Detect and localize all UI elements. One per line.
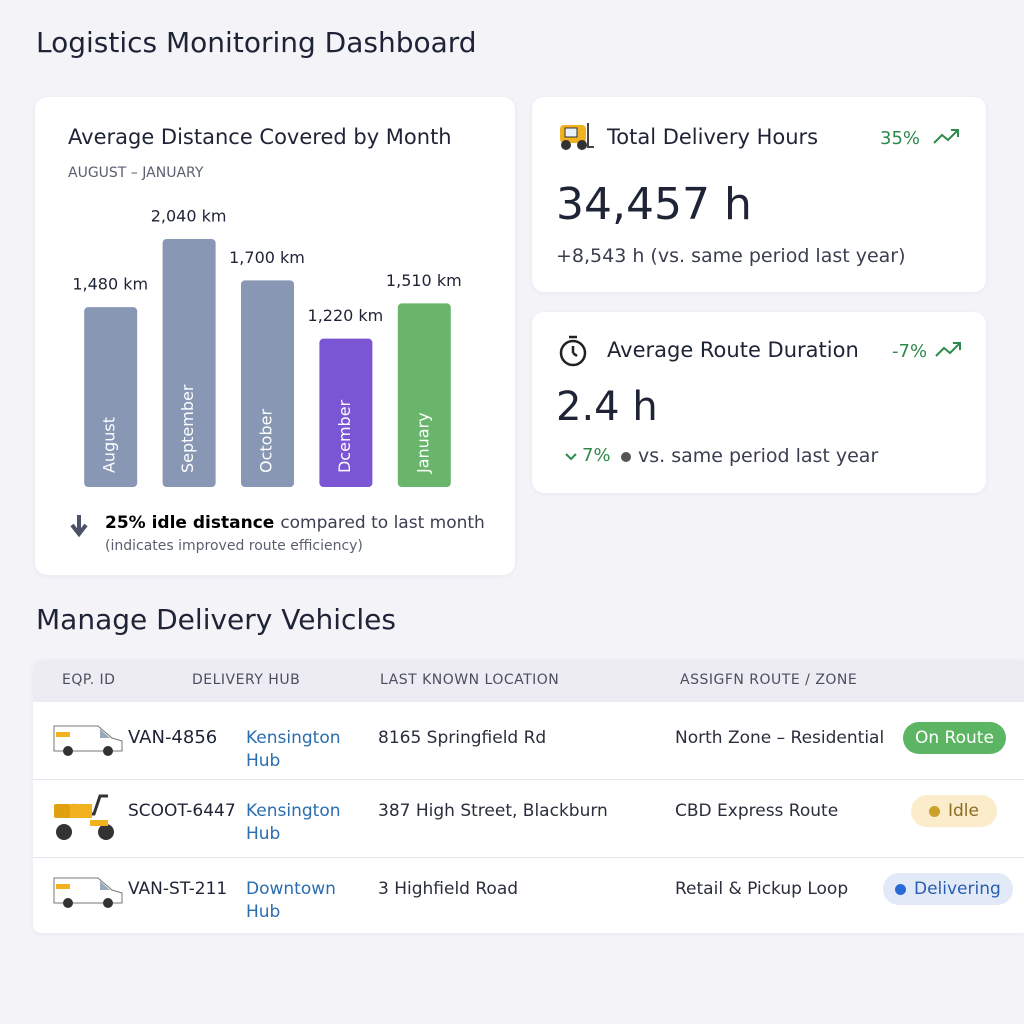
delivery-hub[interactable]: Kensington Hub bbox=[246, 728, 341, 771]
status-dot bbox=[895, 884, 906, 895]
column-header: EQP. ID bbox=[62, 672, 116, 688]
page-title: Logistics Monitoring Dashboard bbox=[36, 26, 477, 59]
location: 8165 Springfield Rd bbox=[378, 728, 547, 748]
stopwatch-icon bbox=[559, 335, 587, 367]
status-pill: On Route bbox=[903, 722, 1006, 754]
down-arrow bbox=[70, 515, 88, 538]
location: 3 Highfield Road bbox=[378, 879, 519, 899]
vehicle-table bbox=[33, 660, 1024, 933]
bar bbox=[162, 239, 216, 487]
van-icon bbox=[53, 877, 123, 908]
kpi-card: Average Route Duration -7% 2.4 h 7% vs. … bbox=[532, 312, 986, 493]
status-dot bbox=[929, 806, 940, 817]
kpi-comparison-change: 7% bbox=[582, 445, 611, 466]
van-icon bbox=[53, 725, 123, 756]
bar bbox=[397, 303, 451, 487]
kpi-change: -7% bbox=[892, 341, 928, 362]
kpi-value: 2.4 h bbox=[556, 384, 658, 430]
chart-subtitle: AUGUST – JANUARY bbox=[68, 165, 204, 181]
value-label: 1,220 km bbox=[308, 306, 384, 325]
column-header: DELIVERY HUB bbox=[192, 672, 301, 688]
status-text: Idle bbox=[948, 801, 979, 821]
note-highlight: 25% idle distance bbox=[105, 513, 274, 533]
trend-up bbox=[933, 129, 959, 144]
category-label: October bbox=[257, 409, 276, 473]
note-detail: (indicates improved route efficiency) bbox=[105, 538, 363, 554]
bar bbox=[241, 280, 294, 487]
chart-title: Average Distance Covered by Month bbox=[68, 125, 452, 149]
route: North Zone – Residential bbox=[675, 728, 885, 748]
kpi-card: Total Delivery Hours 35% 34,457 h +8,543… bbox=[532, 97, 986, 292]
kpi-title: Average Route Duration bbox=[607, 338, 859, 362]
value-label: 2,040 km bbox=[151, 207, 227, 226]
bar bbox=[319, 338, 373, 487]
kpi-comparison: vs. same period last year bbox=[638, 445, 879, 467]
delivery-hub[interactable]: Downtown Hub bbox=[246, 879, 336, 922]
bar bbox=[84, 307, 138, 487]
section-title: Manage Delivery Vehicles bbox=[36, 603, 396, 636]
table-header bbox=[33, 660, 1024, 702]
vehicle-id: VAN-ST-211 bbox=[128, 879, 228, 899]
column-header: LAST KNOWN LOCATION bbox=[380, 672, 560, 688]
value-label: 1,480 km bbox=[72, 275, 148, 294]
chevron-down bbox=[565, 453, 577, 461]
category-label: August bbox=[100, 417, 119, 473]
dot-icon bbox=[621, 452, 631, 462]
chart: Average Distance Covered by Month AUGUST… bbox=[68, 125, 485, 554]
row-divider bbox=[33, 779, 1024, 780]
value-label: 1,510 km bbox=[386, 271, 462, 290]
column-header: ASSIGFN ROUTE / ZONE bbox=[680, 672, 858, 688]
kpi-value: 34,457 h bbox=[556, 179, 752, 230]
vehicle-id: VAN-4856 bbox=[128, 727, 218, 748]
category-label: Dcember bbox=[335, 399, 354, 473]
category-label: September bbox=[178, 384, 197, 473]
kpi-comparison: +8,543 h (vs. same period last year) bbox=[556, 245, 906, 267]
category-label: January bbox=[413, 412, 432, 474]
location: 387 High Street, Blackburn bbox=[378, 801, 608, 821]
kpi-title: Total Delivery Hours bbox=[607, 125, 819, 149]
kpi-change: 35% bbox=[880, 128, 921, 149]
row-divider bbox=[33, 857, 1024, 858]
note-text: compared to last month bbox=[280, 513, 485, 533]
note: 25% idle distance compared to last month bbox=[105, 513, 485, 533]
value-label: 1,700 km bbox=[229, 248, 305, 267]
scooter-icon bbox=[54, 794, 114, 840]
status-text: Delivering bbox=[914, 879, 1001, 899]
route: Retail & Pickup Loop bbox=[675, 879, 849, 899]
trend-up bbox=[935, 342, 961, 357]
status-pill: Idle bbox=[911, 795, 997, 827]
route: CBD Express Route bbox=[675, 801, 839, 821]
delivery-hub[interactable]: Kensington Hub bbox=[246, 801, 341, 844]
status-pill: Delivering bbox=[883, 873, 1013, 905]
vehicle-id: SCOOT-6447 bbox=[128, 801, 236, 821]
forklift-icon bbox=[560, 123, 594, 150]
